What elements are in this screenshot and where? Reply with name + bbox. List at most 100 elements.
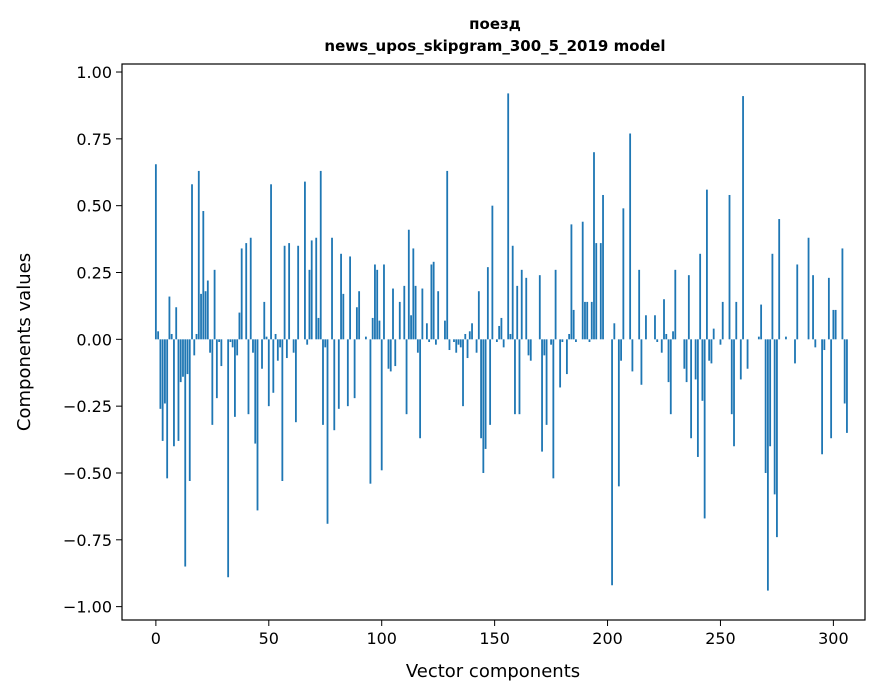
bar	[514, 339, 516, 415]
bar	[213, 269, 216, 340]
x-axis-ticks: 0 50 100 150 200 250 300	[151, 620, 849, 648]
bar	[308, 269, 311, 340]
bar	[378, 320, 381, 340]
bar	[191, 184, 193, 340]
bar	[518, 339, 521, 415]
bar	[238, 312, 241, 340]
bar	[200, 293, 202, 340]
bar	[211, 339, 214, 425]
bar	[477, 291, 480, 340]
bar	[482, 339, 485, 473]
bar	[175, 307, 178, 340]
bar	[631, 339, 634, 372]
bar	[719, 339, 722, 345]
bar	[760, 304, 763, 340]
bar	[166, 339, 169, 479]
bar	[525, 277, 528, 340]
bar	[346, 339, 349, 407]
bar	[602, 194, 604, 340]
y-tick-label: 0.50	[76, 197, 112, 216]
bar	[444, 320, 446, 340]
bar	[654, 315, 656, 340]
bar	[437, 291, 440, 340]
bar	[274, 333, 277, 340]
bar	[168, 296, 171, 340]
bar	[412, 248, 415, 340]
y-tick-label: −1.00	[63, 598, 112, 617]
bar	[764, 339, 767, 473]
bar	[446, 170, 449, 340]
chart-subtitle: news_upos_skipgram_300_5_2019 model	[324, 37, 665, 55]
y-tick-label: −0.75	[63, 531, 112, 550]
bar	[771, 253, 774, 340]
bar	[297, 245, 300, 340]
bar	[333, 339, 336, 431]
bar	[703, 339, 706, 519]
bar	[500, 317, 503, 340]
bar	[665, 333, 668, 340]
x-axis-label: Vector components	[406, 661, 580, 682]
x-tick-label: 200	[592, 629, 623, 648]
bar	[620, 339, 622, 361]
bar	[584, 301, 586, 340]
bar	[256, 339, 259, 511]
bar	[706, 189, 708, 340]
bar	[617, 339, 620, 487]
bar	[629, 133, 632, 340]
bar	[509, 333, 512, 340]
y-tick-label: −0.25	[63, 397, 112, 416]
bar	[455, 339, 458, 353]
bar	[830, 339, 833, 439]
bar	[843, 339, 846, 404]
bar	[324, 339, 327, 348]
bar	[179, 339, 182, 383]
bar	[340, 253, 342, 340]
bar	[832, 309, 835, 340]
bar	[590, 301, 593, 340]
bar	[498, 325, 501, 340]
bar	[645, 315, 647, 340]
bar	[157, 331, 160, 340]
bar	[252, 339, 254, 353]
bar	[249, 237, 252, 340]
bar	[236, 339, 239, 356]
bar	[696, 339, 699, 457]
bars-group	[154, 93, 848, 591]
bar	[581, 221, 584, 340]
bar	[687, 275, 690, 340]
bar	[694, 339, 697, 380]
x-tick-label: 0	[151, 629, 161, 648]
bar	[552, 339, 555, 479]
bar	[674, 269, 677, 340]
bar	[495, 339, 498, 342]
bar	[416, 339, 419, 353]
bar	[322, 339, 324, 425]
bar	[491, 205, 494, 340]
bar	[672, 331, 674, 340]
bar	[529, 339, 532, 361]
bar	[538, 275, 541, 340]
bar	[272, 339, 275, 393]
bar	[383, 264, 385, 340]
bar	[195, 333, 198, 340]
bar	[502, 339, 505, 348]
bar	[376, 269, 379, 340]
bar	[380, 339, 383, 471]
bar	[403, 285, 406, 340]
bar	[294, 339, 297, 423]
bar	[365, 336, 367, 340]
y-axis-ticks: 1.00 0.75 0.50 0.25 0.00 −0.25 −0.50 −0.75 −1.00	[63, 63, 122, 617]
bar	[317, 317, 320, 340]
bar	[161, 339, 164, 441]
bar	[337, 339, 340, 409]
bar	[206, 280, 209, 340]
bar	[229, 339, 232, 342]
bar	[374, 264, 376, 340]
bar	[823, 339, 826, 351]
bar	[285, 339, 288, 359]
bar	[204, 291, 207, 340]
bar	[220, 339, 223, 367]
bar	[667, 339, 670, 383]
bar	[240, 248, 243, 340]
